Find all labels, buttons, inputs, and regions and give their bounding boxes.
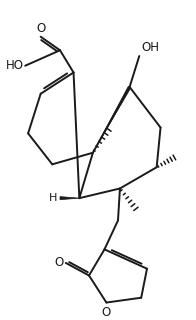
Polygon shape [60,196,79,200]
Text: O: O [55,256,64,269]
Polygon shape [93,86,131,153]
Text: H: H [49,193,57,203]
Text: HO: HO [6,59,24,72]
Text: O: O [36,22,45,35]
Text: OH: OH [141,41,159,54]
Text: O: O [102,307,111,319]
